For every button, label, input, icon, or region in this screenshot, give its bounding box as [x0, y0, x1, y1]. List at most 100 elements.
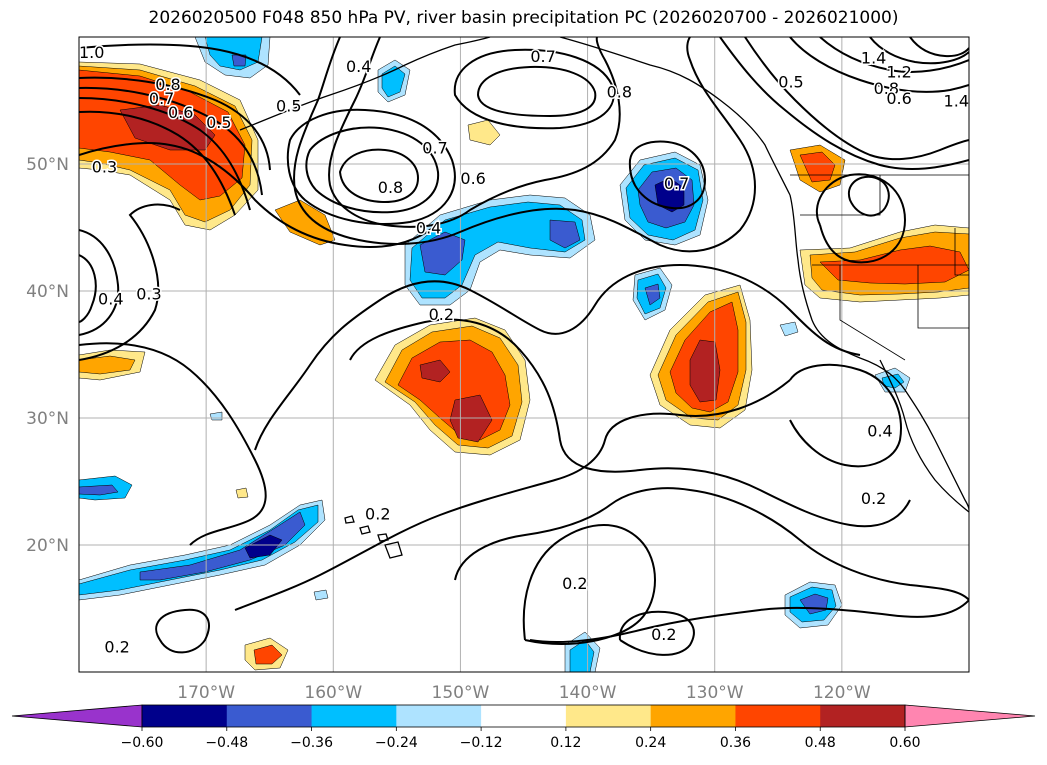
pv-contour-line: [234, 379, 791, 611]
pv-contour-line: [79, 142, 441, 249]
longitude-tick-label: 160°W: [304, 683, 362, 703]
pv-contour-label: 0.2: [104, 638, 129, 657]
colorbar-upper-extension: [904, 704, 1036, 728]
alaska-peninsula-coast: [239, 37, 491, 131]
colorbar-segment: [735, 705, 821, 727]
colorbar-tick-label: −0.12: [460, 735, 503, 751]
pv-contour-label: 0.4: [346, 57, 371, 76]
latitude-tick-label: 50°N: [26, 155, 69, 175]
map-frame: [78, 36, 970, 673]
precip-positive-area: [253, 644, 283, 665]
colorbar-segment: [142, 705, 228, 727]
precip-positive-area: [419, 359, 451, 383]
pv-contour-line: [79, 97, 251, 211]
pv-contour-label: 0.2: [651, 625, 676, 644]
pv-contour-label: 0.5: [778, 72, 803, 91]
precip-negative-area: [313, 589, 329, 601]
coastline-layer: [239, 37, 969, 559]
pv-contour-label: 0.2: [861, 489, 886, 508]
precip-positive-area: [689, 339, 721, 403]
longitude-tick-label: 120°W: [813, 683, 871, 703]
precip-negative-area: [549, 219, 581, 249]
pv-contour-label: 1.0: [79, 43, 104, 62]
pv-contour-label: 0.7: [664, 174, 689, 193]
precip-negative-area: [779, 321, 799, 337]
pv-contour-line: [79, 86, 263, 196]
pv-contour-line: [847, 175, 890, 217]
pv-contour-line: [869, 37, 969, 65]
colorbar-segment: [820, 705, 906, 727]
colorbar-tick-label: 0.36: [720, 735, 751, 751]
colorbar-segment: [481, 705, 567, 727]
colorbar-tick-label: 0.60: [889, 735, 920, 751]
pv-contour-line: [328, 37, 621, 228]
state-border: [954, 228, 969, 276]
pv-contour-line: [79, 76, 271, 171]
pv-contour-line: [618, 610, 695, 656]
colorbar-lower-extension: [11, 704, 143, 728]
precip-positive-area: [799, 151, 836, 183]
pv-contour-line: [522, 524, 656, 645]
pv-contour-label: 0.8: [874, 79, 899, 98]
pv-contour-label: 0.3: [136, 285, 161, 304]
baja-coast: [879, 359, 969, 513]
longitude-tick-label: 170°W: [177, 683, 235, 703]
colorbar: −0.60 −0.48 −0.36 −0.24 −0.12 0.12 0.24 0.36 0.4…: [11, 704, 1036, 751]
pv-contour-layer: [79, 37, 969, 656]
latitude-tick-label: 20°N: [26, 536, 69, 556]
precip-negative-area: [79, 484, 119, 496]
latitude-axis-labels: 50°N 40°N 30°N 20°N: [26, 155, 69, 556]
pv-contour-label: 0.2: [429, 305, 454, 324]
state-border: [839, 265, 906, 361]
colorbar-tick-label: −0.48: [205, 735, 248, 751]
precip-positive-area: [119, 104, 216, 151]
pv-contour-line: [909, 37, 969, 58]
pv-contour-line: [789, 37, 969, 93]
precip-negative-area: [244, 534, 283, 559]
longitude-tick-label: 130°W: [686, 683, 744, 703]
precip-negative-area: [79, 504, 319, 596]
pv-contour-labels: 1.00.80.70.60.50.30.40.50.70.80.70.8 0.60…: [77, 42, 970, 658]
longitude-tick-label: 150°W: [432, 683, 490, 703]
pv-contour-line: [286, 108, 456, 225]
pv-contour-line: [815, 173, 907, 264]
pv-contour-line: [529, 599, 969, 643]
pv-contour-line: [338, 148, 420, 204]
colorbar-tick-label: −0.24: [375, 735, 418, 751]
pv-contour-label: 0.7: [422, 138, 447, 157]
colorbar-segment: [311, 705, 397, 727]
precip-positive-area: [274, 199, 336, 246]
pv-contour-line: [305, 126, 440, 214]
north-america-west-coast: [789, 194, 969, 511]
pv-contour-label: 1.2: [886, 62, 911, 81]
precip-negative-area: [409, 201, 586, 299]
pv-contour-line: [79, 229, 120, 336]
pv-contour-label: 0.5: [276, 97, 301, 116]
pv-contour-line: [79, 203, 181, 361]
pv-contour-label: 1.4: [944, 92, 969, 111]
state-border: [800, 175, 881, 216]
pv-contour-label: 0.5: [206, 113, 231, 132]
pv-contour-label: 0.6: [168, 103, 193, 122]
pv-contour-line: [719, 37, 969, 170]
pv-contour-line: [293, 37, 756, 253]
pv-contour-label: 0.6: [460, 169, 485, 188]
pv-contour-label: 0.7: [149, 89, 174, 108]
pv-contour-label: 0.4: [416, 219, 441, 238]
pv-contour-line: [628, 140, 707, 210]
map-title: 2026020500 F048 850 hPa PV, river basin …: [148, 8, 899, 28]
pv-contour-line: [79, 342, 267, 546]
colorbar-tick-label: −0.60: [121, 735, 164, 751]
precip-positive-area: [79, 355, 136, 375]
pv-contour-line: [819, 37, 969, 73]
precip-negative-area: [644, 283, 661, 306]
pv-contour-label: 0.6: [886, 89, 911, 108]
precip-negative-area: [209, 411, 223, 421]
pv-contour-label: 1.4: [861, 48, 886, 67]
colorbar-tick-label: 0.48: [805, 735, 836, 751]
state-border: [917, 265, 969, 329]
colorbar-tick-label: −0.36: [290, 735, 333, 751]
colorbar-segment: [396, 705, 482, 727]
pv-contour-label: 0.2: [562, 574, 587, 593]
